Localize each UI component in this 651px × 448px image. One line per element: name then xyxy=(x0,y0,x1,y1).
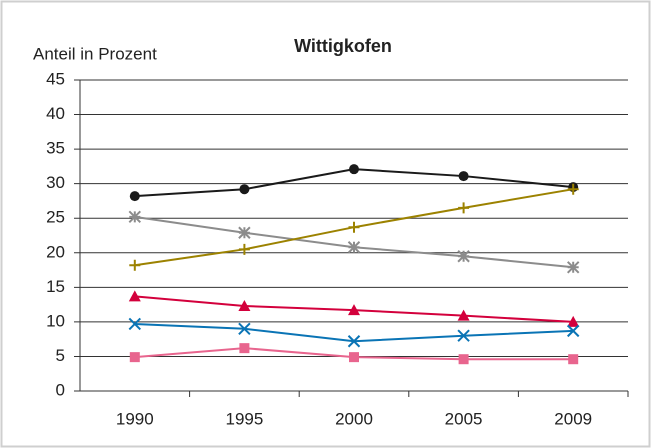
y-tick-label: 20 xyxy=(46,242,65,261)
chart-title: Wittigkofen xyxy=(294,36,392,56)
marker xyxy=(457,309,470,321)
y-tick-label: 40 xyxy=(46,104,65,123)
y-tick-label: 5 xyxy=(56,346,65,365)
marker xyxy=(238,322,251,336)
marker xyxy=(347,241,361,254)
marker xyxy=(129,352,140,363)
marker xyxy=(128,210,142,224)
marker xyxy=(238,243,250,255)
marker xyxy=(568,354,579,365)
marker xyxy=(567,183,579,195)
marker xyxy=(566,324,580,338)
y-tick-label: 30 xyxy=(46,173,65,192)
marker xyxy=(348,304,360,316)
y-tick-label: 45 xyxy=(46,69,65,88)
y-tick-label: 35 xyxy=(46,139,65,158)
marker xyxy=(458,202,470,214)
marker xyxy=(128,290,141,302)
x-tick-label: 2009 xyxy=(554,409,592,428)
marker xyxy=(457,250,470,263)
marker xyxy=(238,299,251,311)
x-tick-label: 1990 xyxy=(116,409,154,428)
x-tick-label: 2005 xyxy=(445,409,483,428)
marker xyxy=(129,191,140,202)
marker xyxy=(349,352,359,363)
marker xyxy=(349,164,359,175)
marker xyxy=(566,261,580,274)
marker xyxy=(239,184,250,195)
marker xyxy=(239,343,250,354)
y-tick-label: 10 xyxy=(46,311,65,330)
marker xyxy=(348,221,360,233)
y-axis-label: Anteil in Prozent xyxy=(33,44,157,63)
marker xyxy=(238,226,251,239)
marker xyxy=(457,329,470,342)
y-tick-label: 15 xyxy=(46,277,65,296)
y-tick-label: 25 xyxy=(46,208,65,227)
marker xyxy=(128,317,142,331)
y-tick-label: 0 xyxy=(56,380,65,399)
marker xyxy=(458,354,469,365)
x-tick-label: 2000 xyxy=(335,409,373,428)
marker xyxy=(347,335,361,348)
marker xyxy=(129,259,141,271)
marker xyxy=(458,171,469,182)
marker xyxy=(567,315,580,327)
x-tick-label: 1995 xyxy=(225,409,263,428)
